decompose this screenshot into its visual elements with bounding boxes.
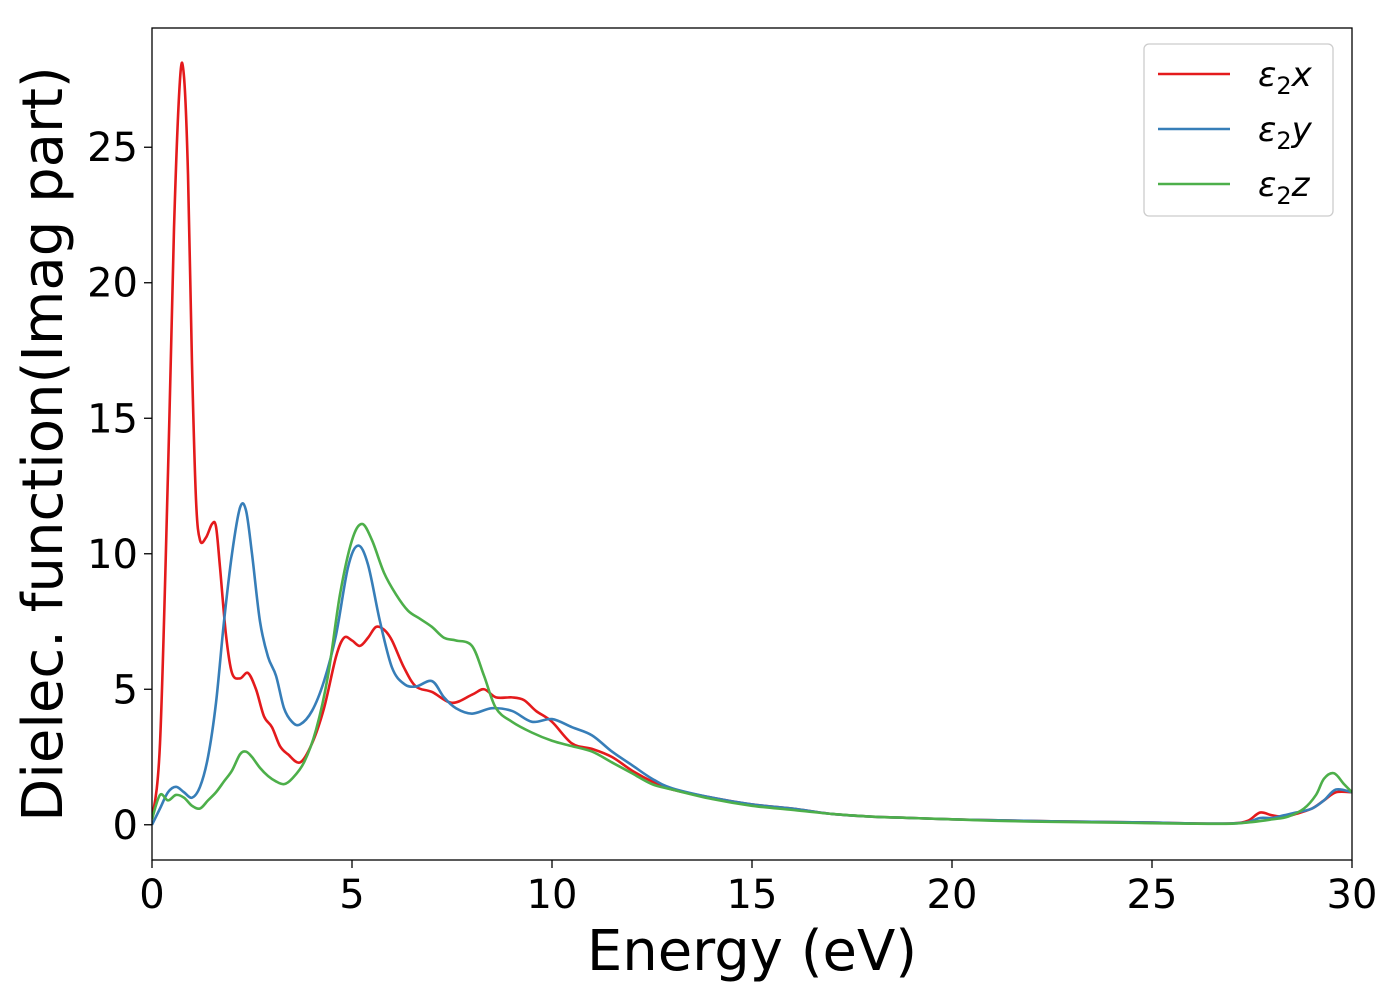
- y-axis: 0 5 10 15 20 25: [87, 125, 152, 849]
- series-layer: [152, 61, 1352, 826]
- x-tick-label: 25: [1127, 872, 1178, 918]
- x-axis: 0 5 10 15 20 25 30: [139, 860, 1377, 918]
- legend-label-z: ε2z: [1258, 165, 1311, 210]
- x-tick-label: 30: [1327, 872, 1378, 918]
- y-tick-label: 0: [113, 803, 138, 849]
- y-axis-title: Dielec. function(Imag part): [11, 66, 76, 822]
- legend: ε2x ε2y ε2z: [1143, 43, 1334, 217]
- legend-label-y: ε2y: [1258, 110, 1313, 155]
- x-tick-label: 5: [339, 872, 364, 918]
- x-axis-title: Energy (eV): [587, 919, 917, 984]
- x-tick-label: 10: [527, 872, 578, 918]
- legend-box: [1143, 43, 1334, 217]
- legend-label-x: ε2x: [1258, 55, 1313, 100]
- series-line-z: [152, 522, 1352, 826]
- y-tick-label: 10: [87, 532, 138, 578]
- x-tick-label: 20: [927, 872, 978, 918]
- y-tick-label: 15: [87, 396, 138, 442]
- y-tick-label: 25: [87, 125, 138, 171]
- x-tick-label: 15: [727, 872, 778, 918]
- x-tick-label: 0: [139, 872, 164, 918]
- y-tick-label: 5: [113, 667, 138, 713]
- y-tick-label: 20: [87, 261, 138, 307]
